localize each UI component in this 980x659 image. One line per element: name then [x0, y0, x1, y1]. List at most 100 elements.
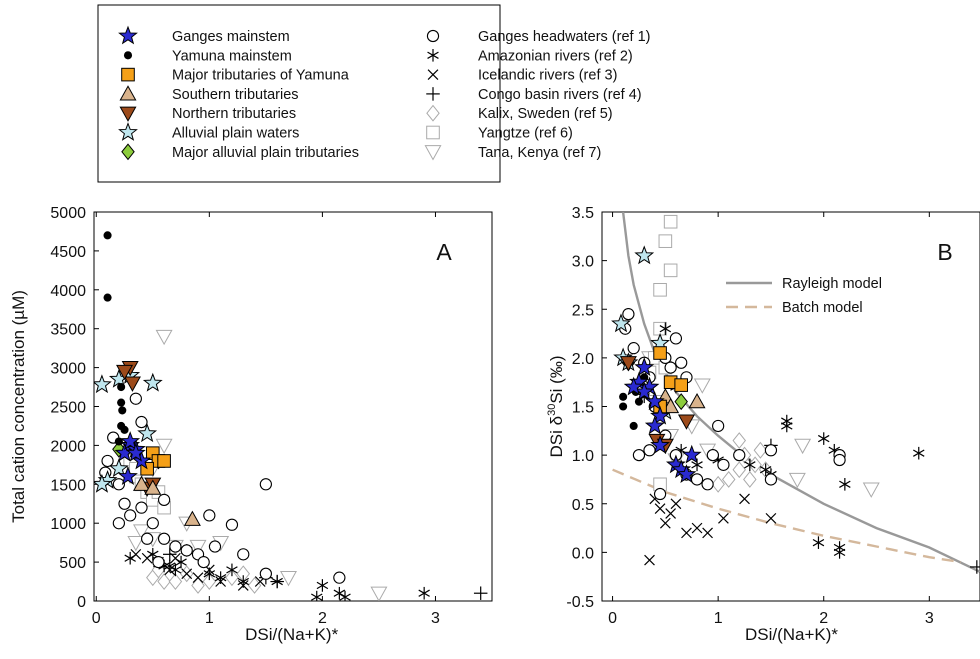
circle: [259, 478, 272, 491]
star: [94, 473, 112, 493]
legend-symbol: [119, 106, 137, 122]
data-point: [669, 332, 683, 345]
data-point: [132, 475, 150, 491]
data-point: [101, 454, 114, 468]
x-tick-label: 1: [714, 610, 723, 627]
dot: [103, 293, 112, 302]
legend-entry: Batch model: [782, 300, 863, 316]
star: [118, 122, 138, 141]
circle: [208, 540, 222, 553]
legend-entry: Rayleigh model: [782, 276, 882, 292]
data-point: [208, 540, 222, 553]
stroke: [147, 550, 159, 558]
model-curve: [621, 212, 980, 573]
stroke: [644, 554, 655, 566]
model-curve: [612, 468, 962, 564]
data-point: [688, 392, 706, 409]
y-tick-label: 2500: [50, 400, 86, 417]
x-tick-label: 2: [819, 610, 828, 627]
data-point: [681, 527, 692, 539]
data-point: [674, 393, 688, 411]
data-point: [913, 446, 925, 460]
stroke: [316, 581, 329, 590]
data-point: [180, 544, 193, 557]
circle: [833, 453, 846, 467]
data-point: [142, 372, 163, 392]
triangle: [127, 536, 145, 552]
data-point: [739, 493, 750, 505]
legend-symbol: [118, 25, 138, 45]
square: [674, 378, 688, 392]
data-point: [120, 431, 141, 450]
y-tick-label: 500: [59, 555, 86, 572]
data-point: [108, 458, 129, 478]
stroke: [691, 461, 703, 469]
data-point: [650, 434, 670, 454]
triangle: [279, 571, 297, 587]
square: [157, 454, 171, 468]
triangle: [132, 475, 150, 491]
stroke: [828, 446, 841, 454]
data-point: [634, 397, 644, 406]
data-point: [168, 573, 183, 591]
plot-layer: [611, 212, 980, 574]
stroke: [712, 456, 724, 464]
data-point: [764, 444, 778, 457]
data-point: [970, 560, 980, 574]
legend-entry: Icelandic rivers (ref 3): [478, 68, 617, 84]
data-point: [333, 571, 346, 584]
dot: [629, 421, 638, 431]
y-tick-label: 0: [77, 594, 86, 611]
data-point: [103, 293, 112, 302]
data-point: [619, 356, 637, 372]
data-point: [665, 508, 677, 519]
circle: [180, 544, 193, 557]
stroke: [659, 325, 672, 333]
circle: [690, 473, 704, 486]
stroke: [665, 508, 677, 519]
data-point: [157, 532, 171, 545]
legend-symbol: [121, 143, 135, 161]
stroke: [681, 527, 692, 539]
diamond: [732, 461, 747, 479]
diamond: [191, 576, 205, 594]
data-point: [316, 579, 329, 592]
legend-symbol: [123, 51, 133, 60]
triangle: [788, 472, 806, 489]
stroke: [141, 552, 153, 564]
y-tick-label: 3.0: [572, 254, 594, 271]
data-point: [653, 487, 667, 501]
circle: [157, 532, 171, 545]
dot: [103, 231, 112, 240]
diamond: [711, 475, 725, 493]
x-axis-label: DSi/(Na+K)*: [245, 625, 338, 644]
data-point: [137, 423, 158, 443]
data-point: [183, 510, 201, 526]
data-point: [214, 571, 227, 584]
data-point: [203, 509, 216, 522]
data-point: [659, 517, 671, 529]
dot: [117, 398, 126, 407]
triangle: [794, 438, 812, 455]
diamond: [748, 456, 762, 474]
legend-symbol: [426, 29, 440, 43]
circle: [237, 548, 250, 561]
diamond: [721, 470, 736, 488]
data-point: [629, 421, 638, 431]
data-point: [170, 552, 181, 564]
triangle: [693, 378, 711, 394]
data-point: [681, 444, 702, 464]
star: [120, 431, 141, 450]
square: [653, 346, 667, 360]
legend-entry: Major tributaries of Yamuna: [172, 68, 350, 84]
stroke: [163, 562, 176, 570]
data-point: [721, 470, 736, 488]
circle: [146, 517, 159, 530]
data-point: [658, 234, 673, 248]
circle: [135, 501, 148, 514]
circle: [203, 509, 216, 522]
diamond: [225, 569, 239, 587]
circle: [764, 444, 778, 457]
data-point: [706, 448, 719, 462]
